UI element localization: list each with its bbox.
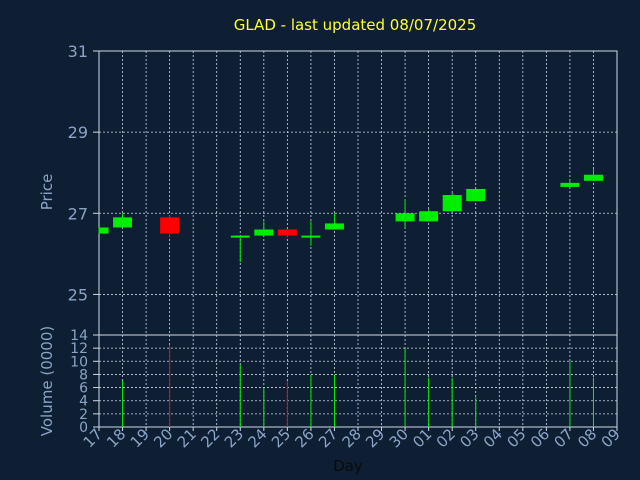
x-tick-label: 23 — [221, 425, 247, 451]
x-tick-label: 29 — [362, 425, 388, 451]
price-tick-label: 27 — [68, 204, 88, 223]
candle-body — [560, 182, 580, 187]
x-tick-label: 27 — [315, 425, 341, 451]
candle-body — [466, 188, 486, 202]
candle-body — [395, 213, 415, 222]
chart-title: GLAD - last updated 08/07/2025 — [234, 16, 477, 34]
candle-body — [324, 223, 344, 230]
x-tick-label: 18 — [103, 425, 129, 451]
candle-body — [442, 195, 462, 212]
candle-body — [419, 211, 439, 222]
x-tick-label: 24 — [244, 425, 270, 451]
x-tick-label: 26 — [292, 425, 318, 451]
x-tick-label: 19 — [127, 425, 153, 451]
price-y-ticks: 25 27 29 31 — [68, 42, 99, 304]
volume-tick-label: 2 — [79, 407, 88, 423]
candle-body — [230, 235, 250, 238]
x-tick-label: 28 — [339, 425, 365, 451]
volume-tick-label: 8 — [79, 367, 88, 383]
candle-body — [160, 217, 180, 234]
x-tick-label: 05 — [503, 425, 529, 451]
volume-grid — [99, 335, 617, 427]
x-tick-label: 22 — [197, 425, 223, 451]
candle-body — [277, 229, 297, 236]
x-tick-label: 07 — [551, 425, 577, 451]
candle-body — [99, 227, 109, 234]
x-tick-label: 04 — [480, 425, 506, 451]
x-tick-label: 09 — [598, 425, 624, 451]
x-tick-label: 01 — [409, 425, 435, 451]
volume-axis-label: Volume (0000) — [38, 326, 56, 436]
price-tick-label: 25 — [68, 285, 88, 304]
volume-tick-label: 10 — [70, 354, 88, 370]
volume-tick-label: 12 — [70, 341, 88, 357]
volume-tick-label: 6 — [79, 381, 88, 397]
price-grid — [99, 51, 617, 335]
volume-bars — [122, 344, 594, 427]
price-tick-label: 29 — [68, 123, 88, 142]
candle-body — [113, 217, 133, 228]
volume-tick-label: 0 — [79, 420, 88, 436]
x-tick-label: 20 — [150, 425, 176, 451]
price-axis-label: Price — [38, 174, 56, 211]
candle-body — [301, 235, 321, 238]
x-tick-label: 25 — [268, 425, 294, 451]
x-axis-ticks: 1718192021222324252627282930010203040506… — [80, 425, 624, 451]
x-tick-label: 30 — [386, 425, 412, 451]
x-tick-label: 03 — [456, 425, 482, 451]
volume-tick-label: 4 — [79, 394, 88, 410]
volume-tick-label: 14 — [70, 328, 88, 344]
candle-body — [254, 229, 274, 236]
x-tick-label: 21 — [174, 425, 200, 451]
price-tick-label: 31 — [68, 42, 88, 61]
x-tick-label: 08 — [574, 425, 600, 451]
candle-body — [583, 174, 603, 181]
x-axis-label: Day — [333, 457, 363, 475]
x-tick-label: 02 — [433, 425, 459, 451]
x-tick-label: 06 — [527, 425, 553, 451]
candles — [98, 168, 603, 262]
